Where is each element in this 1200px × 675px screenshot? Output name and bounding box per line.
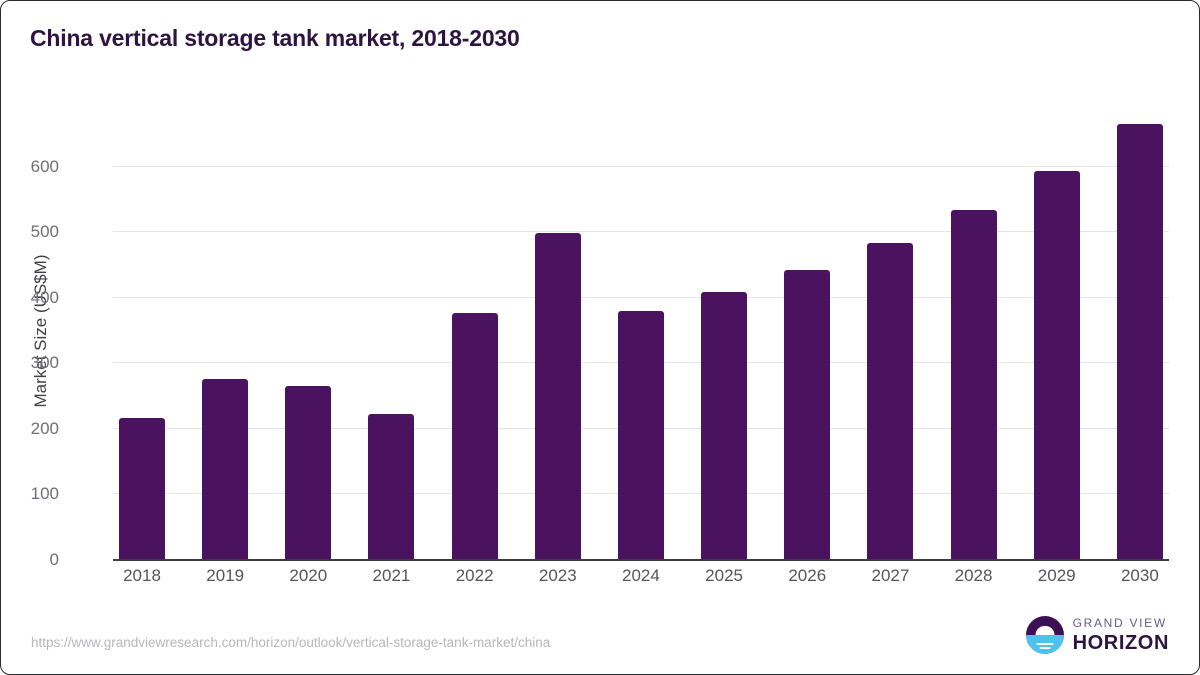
bar-2027[interactable] bbox=[867, 242, 914, 560]
bar-2021[interactable] bbox=[368, 413, 415, 560]
bar-slot bbox=[451, 101, 498, 560]
bar-slot bbox=[1116, 101, 1163, 560]
bar-2022[interactable] bbox=[451, 312, 498, 560]
x-axis-tick-label-2025: 2025 bbox=[705, 566, 743, 585]
bar-2030[interactable] bbox=[1116, 123, 1163, 560]
x-axis-tick-label-2023: 2023 bbox=[538, 566, 577, 585]
bar-slot bbox=[617, 101, 664, 560]
x-axis-tick-label-2029: 2029 bbox=[1037, 566, 1076, 585]
bar-slot bbox=[784, 101, 831, 560]
x-axis-tick-label-2030: 2030 bbox=[1120, 566, 1159, 585]
bar-series bbox=[113, 101, 1169, 560]
bar-slot bbox=[867, 101, 914, 560]
logo-bar-lower bbox=[1039, 647, 1051, 650]
y-axis-tick-label: 200 bbox=[30, 418, 59, 438]
bar-2025[interactable] bbox=[701, 291, 748, 560]
bar-2026[interactable] bbox=[784, 269, 831, 560]
horizon-sun-circle-icon bbox=[1025, 616, 1064, 654]
x-axis-tick-label-2018: 2018 bbox=[123, 566, 161, 585]
x-axis-tick-labels: 2018 2019 2020 2021 2022 2023 2024 2025 2026 2027… bbox=[113, 566, 1169, 596]
logo-text: GRAND VIEW HORIZON bbox=[1073, 617, 1169, 653]
bar-2020[interactable] bbox=[285, 386, 332, 560]
x-axis-tick-label-2021: 2021 bbox=[372, 566, 411, 585]
x-axis-tick-label-2022: 2022 bbox=[455, 566, 494, 585]
y-axis-title: Market Size (US$M) bbox=[31, 253, 50, 408]
y-axis-tick-label: 600 bbox=[30, 156, 59, 176]
y-axis-tick-label: 0 bbox=[49, 550, 59, 569]
x-axis-tick-label-2024: 2024 bbox=[622, 566, 660, 585]
y-axis-tick-label: 300 bbox=[30, 353, 59, 373]
gridline bbox=[113, 231, 1169, 233]
bar-slot bbox=[1033, 101, 1080, 560]
x-axis-line bbox=[113, 559, 1169, 561]
x-axis-tick-label-2028: 2028 bbox=[954, 566, 993, 585]
logo-line-horizon: HORIZON bbox=[1072, 632, 1169, 654]
source-url[interactable]: https://www.grandviewresearch.com/horizo… bbox=[31, 635, 551, 650]
y-axis-tick-label: 400 bbox=[30, 287, 59, 307]
bar-slot bbox=[950, 101, 997, 560]
x-axis-tick-label-2020: 2020 bbox=[289, 566, 328, 585]
grand-view-horizon-logo[interactable]: GRAND VIEW HORIZON bbox=[1025, 614, 1169, 656]
x-axis-tick-label-2019: 2019 bbox=[206, 566, 245, 585]
bar-2023[interactable] bbox=[534, 233, 581, 560]
bar-2019[interactable] bbox=[202, 379, 249, 560]
logo-bar-upper bbox=[1036, 642, 1054, 645]
bar-slot bbox=[285, 101, 332, 560]
bar-slot bbox=[534, 101, 581, 560]
bar-slot bbox=[202, 101, 249, 560]
bar-2018[interactable] bbox=[119, 418, 165, 560]
gridline bbox=[113, 165, 1169, 167]
logo-line-grand-view: GRAND VIEW bbox=[1072, 616, 1167, 630]
bar-slot bbox=[701, 101, 748, 560]
page-title: China vertical storage tank market, 2018… bbox=[30, 25, 520, 51]
plot-area: Market Size (US$M) 0 100 200 300 400 500 600 bbox=[31, 101, 1169, 569]
y-axis-tick-label: 500 bbox=[30, 222, 59, 242]
bar-2029[interactable] bbox=[1033, 171, 1080, 560]
y-axis-tick-label: 100 bbox=[30, 484, 59, 504]
x-axis-tick-label-2026: 2026 bbox=[788, 566, 827, 585]
bar-2024[interactable] bbox=[617, 310, 664, 560]
bar-2028[interactable] bbox=[950, 209, 997, 560]
bar-slot bbox=[368, 101, 415, 560]
bar-slot bbox=[119, 101, 165, 560]
gridline bbox=[113, 296, 1169, 298]
x-axis-tick-label-2027: 2027 bbox=[871, 566, 910, 585]
logo-dome-shape bbox=[1035, 625, 1055, 635]
